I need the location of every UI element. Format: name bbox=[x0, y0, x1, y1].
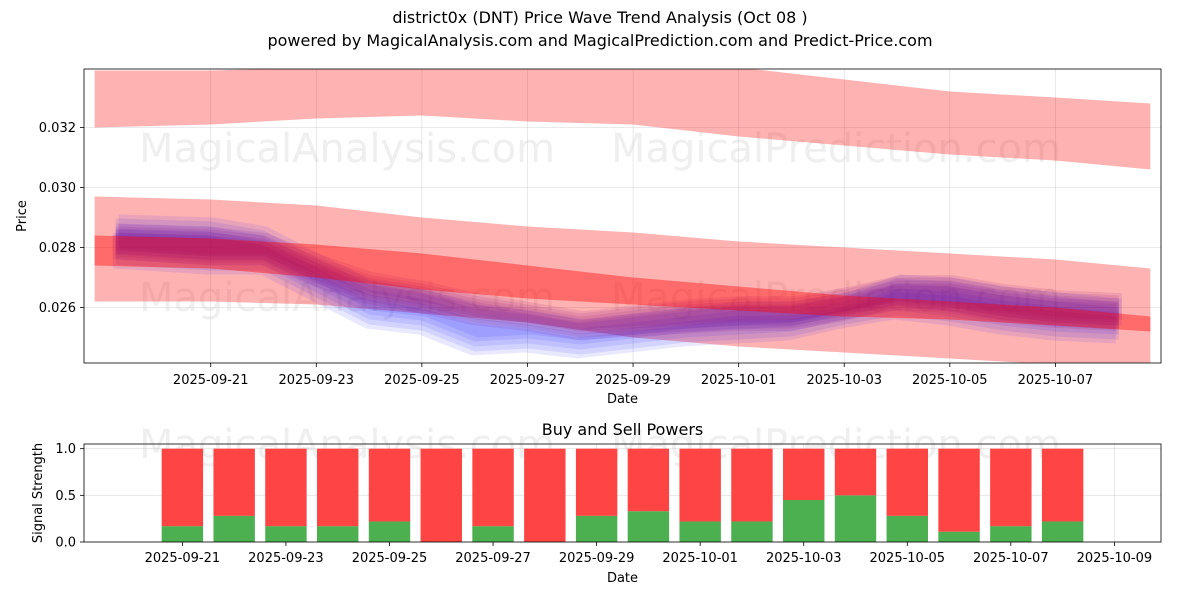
watermark: MagicalAnalysis.com bbox=[139, 275, 555, 321]
x-tick-label: 2025-09-27 bbox=[490, 373, 566, 388]
buy-bar bbox=[575, 515, 618, 542]
plot-frame bbox=[83, 68, 1162, 364]
x-tick-label: 2025-10-01 bbox=[662, 551, 738, 566]
buy-bar bbox=[627, 511, 670, 542]
sell-bar bbox=[524, 448, 566, 542]
sell-bar bbox=[213, 448, 255, 516]
wave-purple-layer bbox=[115, 232, 1119, 338]
buy-bar bbox=[990, 526, 1032, 542]
sell-bar bbox=[317, 448, 359, 527]
sell-bar bbox=[627, 448, 670, 512]
buy-bar bbox=[1041, 521, 1084, 542]
x-tick-label: 2025-10-03 bbox=[806, 373, 882, 388]
x-tick-label: 2025-09-21 bbox=[145, 551, 221, 566]
x-tick-label: 2025-09-25 bbox=[384, 373, 460, 388]
sell-bar bbox=[834, 448, 877, 496]
plot-area bbox=[94, 69, 1151, 363]
y-tick-label: 1.0 bbox=[55, 442, 76, 457]
buy-bar bbox=[679, 521, 721, 542]
subplot-title: Buy and Sell Powers bbox=[542, 420, 704, 439]
plot-frame bbox=[83, 443, 1162, 543]
wave-blue-layer bbox=[115, 218, 1119, 345]
sell-bar bbox=[472, 448, 514, 527]
trend-band bbox=[94, 235, 1151, 332]
x-tick-label: 2025-09-23 bbox=[279, 373, 355, 388]
x-tick-label: 2025-09-25 bbox=[352, 551, 428, 566]
buy-bar bbox=[731, 521, 773, 542]
x-axis-label: Date bbox=[607, 571, 638, 586]
y-axis-label: Signal Strength bbox=[31, 443, 46, 543]
y-axis-label: Price bbox=[15, 200, 30, 232]
sell-bar bbox=[368, 448, 411, 522]
sell-bar bbox=[886, 448, 928, 516]
sell-bar bbox=[679, 448, 721, 522]
buy-bar bbox=[834, 495, 877, 542]
buy-bar bbox=[265, 526, 307, 542]
y-tick-label: 0.5 bbox=[55, 489, 76, 504]
sell-bar bbox=[1041, 448, 1084, 522]
price-band-upper bbox=[94, 69, 1151, 170]
sell-bar bbox=[990, 448, 1032, 527]
wave-purple-layer bbox=[112, 234, 1116, 340]
sell-bar bbox=[575, 448, 618, 516]
sell-bar bbox=[161, 448, 204, 527]
x-tick-label: 2025-10-07 bbox=[1018, 373, 1094, 388]
x-tick-label: 2025-10-09 bbox=[1077, 551, 1153, 566]
buy-bar bbox=[213, 515, 255, 542]
wave-purple-layer bbox=[115, 226, 1119, 332]
x-tick-label: 2025-10-01 bbox=[701, 373, 777, 388]
y-tick-label: 0.0 bbox=[55, 536, 76, 551]
wave-blue-layer bbox=[118, 214, 1122, 341]
y-tick-label: 0.028 bbox=[39, 241, 76, 256]
sell-bar bbox=[783, 448, 825, 500]
buy-bar bbox=[472, 526, 514, 542]
x-tick-label: 2025-09-29 bbox=[595, 373, 671, 388]
wave-blue-layer bbox=[115, 223, 1119, 350]
watermark: MagicalPrediction.com bbox=[611, 126, 1061, 172]
wave-purple-layer bbox=[115, 229, 1119, 335]
buy-bar bbox=[783, 500, 825, 542]
watermark: MagicalPrediction.com bbox=[611, 275, 1061, 321]
buy-bar bbox=[317, 526, 359, 542]
buy-bar bbox=[938, 531, 980, 542]
sell-bar bbox=[420, 448, 462, 542]
x-tick-label: 2025-09-23 bbox=[248, 551, 324, 566]
sell-bar bbox=[938, 448, 980, 532]
watermark: MagicalAnalysis.com bbox=[139, 126, 555, 172]
y-tick-label: 0.026 bbox=[39, 301, 76, 316]
wave-blue-layer bbox=[115, 228, 1119, 355]
y-tick-label: 0.030 bbox=[39, 181, 76, 196]
buy-bar bbox=[368, 521, 411, 542]
x-tick-label: 2025-10-05 bbox=[912, 373, 988, 388]
y-tick-label: 0.032 bbox=[39, 121, 76, 136]
buy-bar bbox=[886, 515, 928, 542]
wave-blue-layer bbox=[112, 232, 1116, 359]
sell-bar bbox=[265, 448, 307, 527]
sell-bar bbox=[731, 448, 773, 522]
x-tick-label: 2025-09-29 bbox=[559, 551, 635, 566]
buy-bar bbox=[161, 526, 204, 542]
x-tick-label: 2025-10-07 bbox=[973, 551, 1049, 566]
x-tick-label: 2025-09-27 bbox=[455, 551, 531, 566]
chart-subtitle: powered by MagicalAnalysis.com and Magic… bbox=[267, 31, 933, 50]
price-band-middle bbox=[94, 196, 1151, 363]
chart-title: district0x (DNT) Price Wave Trend Analys… bbox=[392, 8, 808, 27]
x-tick-label: 2025-09-21 bbox=[173, 373, 249, 388]
x-tick-label: 2025-10-03 bbox=[766, 551, 842, 566]
wave-purple-layer bbox=[118, 224, 1122, 330]
x-axis-label: Date bbox=[607, 392, 638, 407]
x-tick-label: 2025-10-05 bbox=[870, 551, 946, 566]
